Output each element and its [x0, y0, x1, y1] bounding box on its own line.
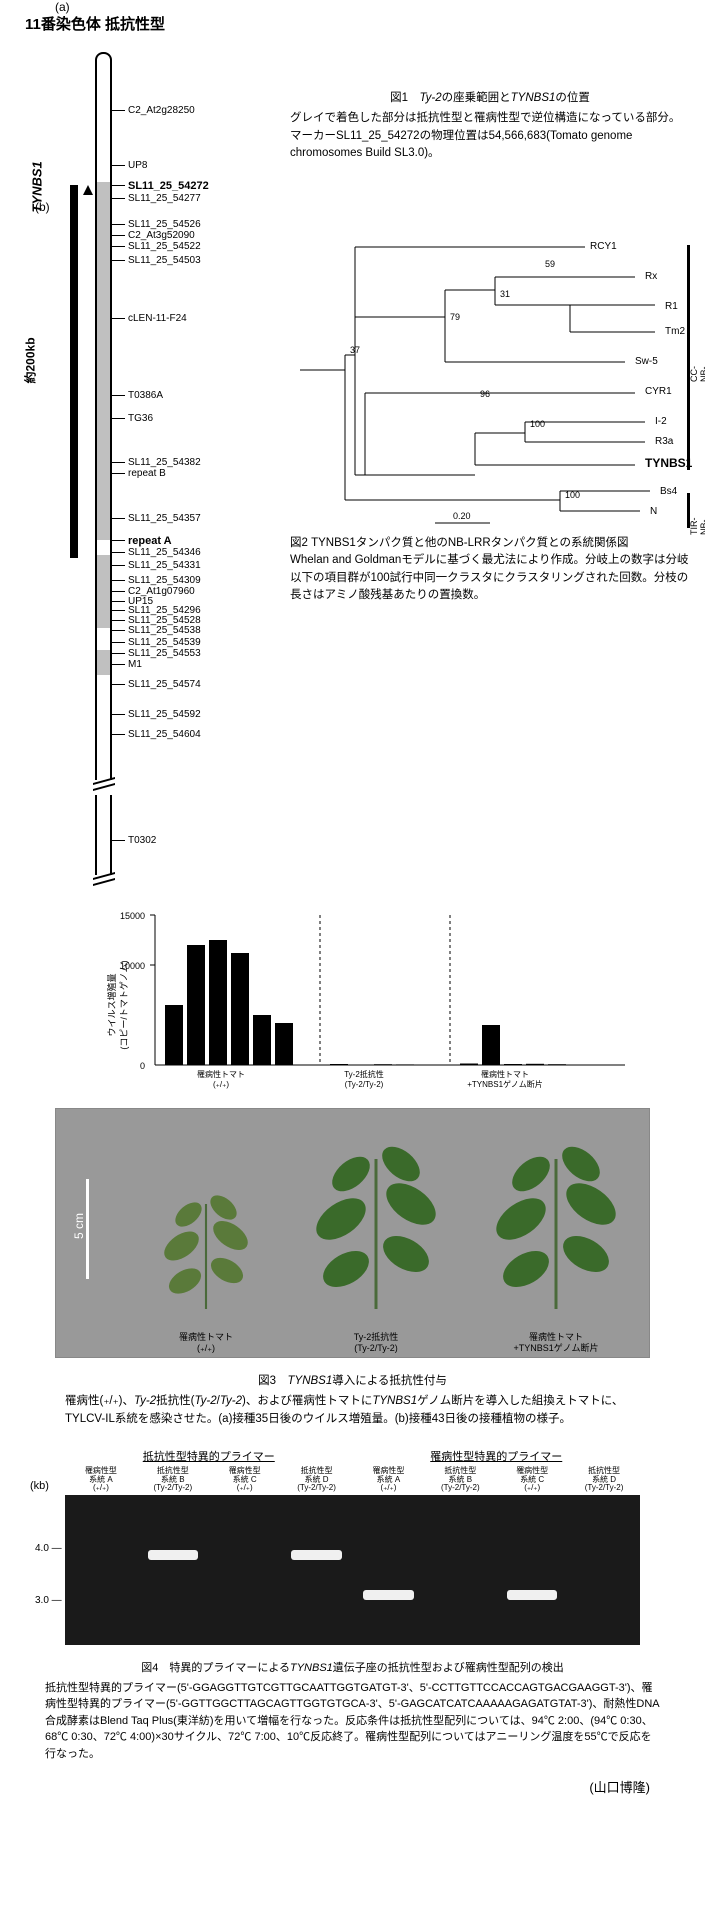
panel-a-label: (a): [55, 0, 70, 14]
svg-text:96: 96: [480, 389, 490, 399]
author-name: (山口博隆): [55, 1777, 650, 1796]
plant-image: 罹病性トマト(₊/₊): [136, 1139, 276, 1319]
fig4-caption: 図4 特異的プライマーによるTYNBS1遺伝子座の抵抗性型および罹病性型配列の検…: [45, 1660, 660, 1762]
svg-text:Ty-2抵抗性: Ty-2抵抗性: [344, 1069, 384, 1079]
fig2-body: Whelan and Goldmanモデルに基づく最尤法により作成。分岐上の数字…: [290, 552, 690, 604]
scale-bar: [86, 1179, 89, 1279]
gel-header-resistant: 抵抗性型特異的プライマー: [65, 1448, 353, 1467]
fig4-section: 抵抗性型特異的プライマー 罹病性型特異的プライマー 罹病性型系統 A(₊/₊)抵…: [15, 1448, 690, 1762]
gel-lane-label: 抵抗性型系統 D(Ty-2/Ty-2): [281, 1467, 353, 1493]
svg-text:59: 59: [545, 259, 555, 269]
chromosome-break-icon: [93, 875, 115, 887]
svg-text:37: 37: [350, 345, 360, 355]
fig3-body: 罹病性(₊/₊)、Ty-2抵抗性(Ty-2/Ty-2)、および罹病性トマトにTY…: [65, 1393, 640, 1428]
kb-marker: 3.0 —: [35, 1595, 62, 1606]
fig4-title: 図4 特異的プライマーによるTYNBS1遺伝子座の抵抗性型および罹病性型配列の検…: [45, 1660, 660, 1677]
svg-text:(コピー/トマトゲノム): (コピー/トマトゲノム): [118, 960, 129, 1049]
svg-text:Rx: Rx: [645, 271, 657, 282]
gel-lane-label: 抵抗性型系統 B(Ty-2/Ty-2): [424, 1467, 496, 1493]
plant-image: Ty-2抵抗性(Ty-2/Ty-2): [306, 1139, 446, 1319]
svg-text:Sw-5: Sw-5: [635, 356, 658, 367]
svg-text:I-2: I-2: [655, 416, 667, 427]
tynbs1-arrow-icon: [83, 185, 93, 195]
bar-chart: 15000 10000 0 罹病性トマト(₊/₊)Ty-2抵抗性(Ty-2/Ty…: [95, 905, 645, 1095]
fig2-title: 図2 TYNBS1タンパク質と他のNB-LRRタンパク質との系統関係図: [290, 535, 690, 552]
gel-header-susceptible: 罹病性型特異的プライマー: [353, 1448, 641, 1467]
svg-text:(Ty-2/Ty-2): (Ty-2/Ty-2): [345, 1080, 384, 1089]
range-label: 約200kb: [22, 337, 39, 383]
gel-lane-label: 罹病性型系統 A(₊/₊): [65, 1467, 137, 1493]
svg-text:0: 0: [140, 1061, 145, 1071]
chromosome-diagram: C2_At2g28250UP8SL11_25_54272SL11_25_5427…: [55, 60, 275, 890]
gel-band: [507, 1590, 557, 1600]
svg-text:Bs4: Bs4: [660, 486, 678, 497]
svg-text:(₊/₊): (₊/₊): [213, 1080, 229, 1089]
chromosome-title: 11番染色体 抵抗性型: [25, 15, 165, 35]
panel-b-label: (b): [35, 200, 50, 214]
scale-value: 0.20: [453, 511, 471, 521]
svg-text:N: N: [650, 506, 657, 517]
fig3-title: 図3 TYNBS1導入による抵抗性付与: [65, 1373, 640, 1390]
svg-text:31: 31: [500, 289, 510, 299]
svg-text:罹病性トマト: 罹病性トマト: [481, 1069, 529, 1079]
svg-text:R3a: R3a: [655, 436, 674, 447]
clade-label: TIR-NB-LRR: [689, 517, 705, 535]
svg-text:TYNBS1: TYNBS1: [645, 456, 693, 470]
svg-text:罹病性トマト: 罹病性トマト: [197, 1069, 245, 1079]
svg-text:RCY1: RCY1: [590, 241, 617, 252]
gel-band: [148, 1550, 198, 1560]
range-bar: [70, 185, 78, 558]
fig2-caption: 図2 TYNBS1タンパク質と他のNB-LRRタンパク質との系統関係図 Whel…: [290, 535, 690, 604]
phylogenetic-tree: 0.20 RCY1 Rx R1 Tm2 Sw-5 CYR1 I-2 R3a TYNBS1 Bs4N…: [295, 235, 705, 525]
y-axis-label: ウイルス増殖量: [106, 973, 117, 1036]
fig1-caption: 図1 Ty-2の座乗範囲とTYNBS1の位置 グレイで着色した部分は抵抗性型と罹…: [290, 90, 690, 162]
svg-text:+TYNBS1ゲノム断片: +TYNBS1ゲノム断片: [467, 1079, 543, 1089]
fig1-title: 図1 Ty-2の座乗範囲とTYNBS1の位置: [290, 90, 690, 107]
chromosome-break-icon: [93, 780, 115, 792]
plant-image: 罹病性トマト+TYNBS1ゲノム断片: [486, 1139, 626, 1319]
gel-lane-label: 罹病性型系統 C(₊/₊): [496, 1467, 568, 1493]
fig3-caption: 図3 TYNBS1導入による抵抗性付与 罹病性(₊/₊)、Ty-2抵抗性(Ty-…: [65, 1373, 640, 1428]
svg-text:100: 100: [565, 490, 580, 500]
svg-text:CYR1: CYR1: [645, 386, 672, 397]
gel-image: (kb) 4.0 —3.0 —: [65, 1495, 640, 1645]
scale-text: 5 cm: [72, 1213, 86, 1239]
kb-marker: 4.0 —: [35, 1543, 62, 1554]
fig3-section: (a) 15000 10000 0 罹病性トマト(₊/₊)Ty-2抵抗性(Ty-…: [15, 905, 690, 1428]
clade-label: CC-NB-LRR: [689, 364, 705, 382]
gel-lane-label: 罹病性型系統 A(₊/₊): [353, 1467, 425, 1493]
gel-band: [363, 1590, 413, 1600]
plant-photo-panel: 5 cm 罹病性トマト(₊/₊) Ty-2抵抗性(Ty-2/Ty-2) 罹病性ト…: [55, 1108, 650, 1358]
fig1-body: グレイで着色した部分は抵抗性型と罹病性型で逆位構造になっている部分。マーカーSL…: [290, 110, 690, 162]
gel-lane-label: 罹病性型系統 C(₊/₊): [209, 1467, 281, 1493]
svg-text:79: 79: [450, 312, 460, 322]
svg-text:R1: R1: [665, 301, 678, 312]
gel-lane-label: 抵抗性型系統 D(Ty-2/Ty-2): [568, 1467, 640, 1493]
gel-lane-label: 抵抗性型系統 B(Ty-2/Ty-2): [137, 1467, 209, 1493]
fig4-body: 抵抗性型特異的プライマー(5'-GGAGGTTGTCGTTGCAATTGGTGA…: [45, 1680, 660, 1763]
fig1-section: 11番染色体 抵抗性型 C2_At2g28250UP8SL11_25_54272…: [15, 15, 690, 895]
gel-container: 抵抗性型特異的プライマー 罹病性型特異的プライマー 罹病性型系統 A(₊/₊)抵…: [65, 1448, 640, 1645]
svg-text:15000: 15000: [120, 911, 145, 921]
kb-label: (kb): [30, 1480, 49, 1492]
gel-band: [291, 1550, 341, 1560]
svg-text:Tm2: Tm2: [665, 326, 685, 337]
svg-text:100: 100: [530, 419, 545, 429]
